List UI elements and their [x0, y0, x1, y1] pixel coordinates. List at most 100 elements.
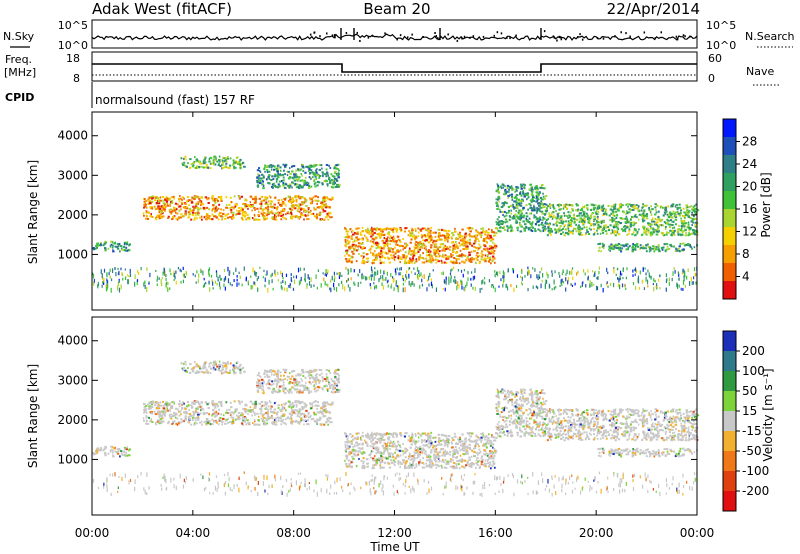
- power-cell: [668, 226, 671, 229]
- power-cell: [688, 244, 691, 247]
- power-cell: [373, 228, 376, 231]
- power-cell: [530, 192, 533, 195]
- power-clutter: [239, 275, 241, 280]
- power-cell: [443, 261, 446, 264]
- power-cell: [221, 218, 224, 221]
- power-clutter: [502, 270, 505, 275]
- power-cell: [627, 205, 629, 208]
- power-cell: [641, 217, 644, 220]
- power-cell: [602, 220, 605, 223]
- power-cell: [596, 229, 598, 232]
- power-cell: [659, 223, 662, 226]
- power-cell: [305, 199, 308, 202]
- velocity-cell: [157, 419, 161, 422]
- power-cell: [351, 250, 354, 253]
- power-cell: [666, 221, 669, 224]
- power-cell: [665, 233, 668, 236]
- power-clutter: [268, 279, 270, 285]
- power-clutter: [391, 276, 394, 279]
- power-cell: [209, 218, 212, 221]
- velocity-cell: [217, 412, 220, 415]
- power-clutter: [502, 275, 504, 279]
- power-clutter: [527, 266, 529, 269]
- power-cell: [348, 258, 351, 261]
- power-cell: [612, 248, 615, 251]
- power-clutter: [566, 269, 568, 274]
- power-cell: [539, 196, 543, 199]
- power-cell: [261, 199, 264, 202]
- power-cell: [581, 207, 583, 210]
- power-clutter: [177, 266, 180, 270]
- velocity-cell: [119, 455, 121, 458]
- power-cell: [506, 220, 509, 223]
- power-cell: [302, 202, 305, 205]
- power-cell: [460, 255, 464, 258]
- velocity-cell: [159, 401, 162, 404]
- power-cell: [646, 243, 649, 246]
- velocity-cell: [156, 419, 159, 422]
- power-cell: [612, 212, 615, 215]
- power-clutter: [560, 279, 562, 285]
- power-clutter: [609, 282, 612, 286]
- power-cell: [540, 206, 543, 209]
- power-cell: [218, 159, 220, 162]
- power-cell: [443, 246, 445, 249]
- power-cell: [307, 166, 309, 169]
- power-cell: [384, 251, 387, 254]
- power-cell: [247, 207, 249, 210]
- power-cell: [293, 179, 296, 182]
- power-cell: [263, 211, 266, 214]
- power-cell: [421, 236, 423, 239]
- power-cell: [324, 179, 327, 182]
- power-cell: [535, 200, 538, 203]
- power-clutter: [455, 280, 457, 285]
- power-clutter: [694, 272, 696, 277]
- power-cell: [485, 247, 488, 250]
- power-cell: [410, 261, 413, 264]
- power-cell: [260, 173, 264, 176]
- velocity-cell: [176, 417, 179, 420]
- power-cell: [275, 168, 278, 171]
- power-cell: [161, 215, 163, 218]
- power-cell: [230, 201, 233, 204]
- noise-search-dot: [558, 35, 561, 38]
- power-cell: [346, 233, 349, 236]
- power-cell: [181, 215, 184, 218]
- power-cell: [421, 243, 424, 246]
- power-cell: [613, 226, 616, 229]
- power-cell: [558, 221, 561, 224]
- power-cell: [158, 209, 161, 212]
- power-cell: [543, 225, 546, 228]
- power-cell: [501, 210, 504, 213]
- power-cell: [665, 242, 669, 245]
- power-cell: [312, 165, 315, 168]
- velocity-cell: [322, 415, 325, 418]
- power-cell: [289, 172, 292, 175]
- power-cell: [386, 242, 389, 245]
- power-cell: [535, 209, 537, 212]
- power-cell: [461, 260, 464, 263]
- power-cell: [294, 195, 297, 198]
- power-cell: [229, 164, 232, 167]
- power-clutter: [427, 275, 430, 281]
- power-cell: [163, 209, 166, 212]
- velocity-cell: [281, 407, 285, 410]
- power-cell: [596, 219, 598, 222]
- power-cell: [576, 204, 579, 207]
- power-cell: [219, 196, 222, 199]
- power-cell: [278, 180, 282, 183]
- power-cell: [691, 211, 694, 214]
- power-cell: [336, 174, 339, 177]
- power-cell: [267, 175, 271, 178]
- velocity-cell: [283, 407, 286, 410]
- power-cell: [532, 207, 535, 210]
- power-cell: [313, 183, 316, 186]
- power-cell: [670, 233, 673, 236]
- power-cell: [634, 233, 637, 236]
- power-cell: [202, 166, 206, 169]
- power-cell: [266, 210, 270, 213]
- velocity-cell: [261, 420, 264, 423]
- velocity-cell: [111, 451, 114, 454]
- power-cell: [157, 199, 160, 202]
- power-clutter: [589, 280, 591, 285]
